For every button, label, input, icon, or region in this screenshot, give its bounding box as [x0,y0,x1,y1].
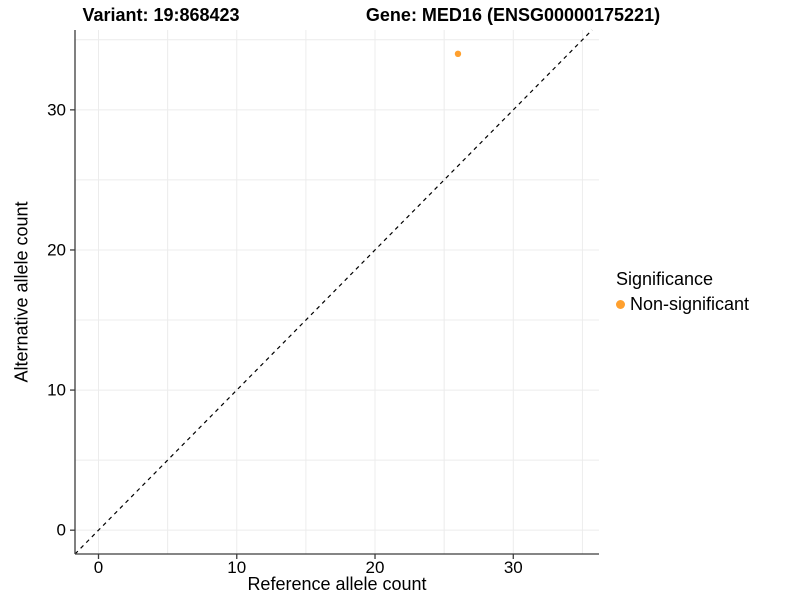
y-tick-label: 20 [47,240,66,259]
y-tick-label: 30 [47,100,66,119]
x-axis-title: Reference allele count [247,574,427,594]
x-tick-label: 20 [366,558,385,577]
data-point [454,50,462,58]
legend-entry: Non-significant [616,294,749,314]
y-tick-label: 10 [47,381,66,400]
x-tick-label: 10 [227,558,246,577]
x-tick-label: 30 [504,558,523,577]
legend: Significance Non-significant [616,269,749,314]
legend-title: Significance [616,269,714,289]
plot-title-gene: Gene: MED16 (ENSG00000175221) [365,5,661,25]
y-axis-title: Alternative allele count [11,201,32,383]
legend-entries: Non-significant [616,294,749,314]
plot-title-variant: Variant: 19:868423 [82,5,240,25]
legend-point-icon [616,299,625,309]
x-tick-label: 0 [94,558,103,577]
legend-entry-label: Non-significant [630,294,750,314]
identity-dashed-line [74,29,593,555]
y-tick-label: 0 [57,521,66,540]
